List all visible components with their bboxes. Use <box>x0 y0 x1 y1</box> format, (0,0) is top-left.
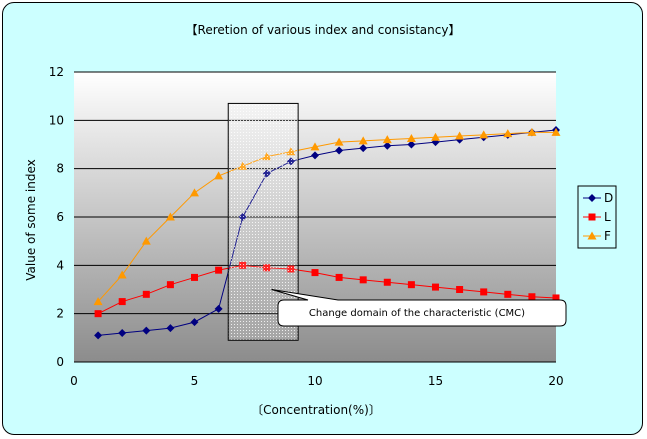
data-point-F <box>165 212 175 221</box>
y-tick-label: 6 <box>56 210 64 224</box>
y-axis-label: Value of some index <box>24 159 38 280</box>
data-point-L <box>94 310 102 318</box>
callout-text: Change domain of the characteristic (CMC… <box>309 308 525 319</box>
data-point-F <box>551 127 561 136</box>
data-point-D <box>166 324 175 333</box>
data-point-D <box>335 146 344 155</box>
data-point-L <box>383 278 391 286</box>
data-point-L <box>480 288 488 296</box>
data-point-F <box>310 142 320 151</box>
data-point-D <box>94 331 103 340</box>
y-tick-label: 12 <box>49 65 64 79</box>
data-point-L <box>311 269 319 277</box>
callout-bubble <box>271 289 567 327</box>
data-point-F <box>527 127 537 136</box>
data-point-F <box>479 130 489 139</box>
x-axis-ticks: 0 5 10 15 20 <box>70 374 563 388</box>
data-point-L <box>432 283 439 291</box>
data-point-L <box>191 273 198 281</box>
data-point-F <box>406 133 416 142</box>
data-point-F <box>334 137 344 146</box>
x-tick-label: 15 <box>428 374 443 388</box>
series-line-L <box>97 264 557 315</box>
y-tick-label: 4 <box>56 258 64 272</box>
data-point-D <box>359 144 368 153</box>
data-point-L <box>407 281 415 289</box>
data-point-F <box>93 297 103 306</box>
y-tick-label: 2 <box>56 307 64 321</box>
legend: DLF <box>577 185 617 249</box>
data-point-F <box>358 136 368 145</box>
data-point-D <box>190 318 199 327</box>
y-tick-label: 8 <box>56 162 64 176</box>
chart-svg: 【Reretion of various index and consistan… <box>24 23 617 417</box>
x-tick-label: 10 <box>307 374 322 388</box>
x-axis-label: 〔Concentration(%)〕 <box>251 403 381 417</box>
data-point-F <box>190 188 199 197</box>
data-point-D <box>407 140 416 149</box>
data-point-L <box>528 293 536 301</box>
data-point-F <box>455 131 465 140</box>
data-point-F <box>431 132 440 141</box>
gridlines <box>74 71 556 363</box>
data-point-L <box>215 266 223 274</box>
x-tick-label: 0 <box>70 374 78 388</box>
chart-title: 【Reretion of various index and consistan… <box>186 23 461 37</box>
y-tick-label: 10 <box>49 113 64 127</box>
data-point-F <box>214 171 224 180</box>
y-axis-ticks: 0 2 4 6 8 10 12 <box>49 65 64 369</box>
x-tick-label: 20 <box>548 374 563 388</box>
data-point-L <box>504 290 512 298</box>
data-point-F <box>382 135 392 144</box>
data-point-F <box>117 270 127 279</box>
data-point-D <box>311 151 319 160</box>
data-point-L <box>142 290 150 298</box>
y-tick-label: 0 <box>56 355 64 369</box>
legend-marker-L <box>588 213 596 221</box>
data-point-L <box>359 276 367 284</box>
data-point-L <box>552 294 560 302</box>
data-point-D <box>142 326 151 335</box>
data-point-L <box>118 298 126 306</box>
data-point-D <box>383 141 392 150</box>
cmc-callout: Change domain of the characteristic (CMC… <box>271 289 567 327</box>
data-point-L <box>335 273 343 281</box>
data-point-F <box>141 236 151 245</box>
legend-label-F: F <box>604 229 611 243</box>
data-point-D <box>118 329 127 337</box>
legend-marker-D <box>588 194 596 202</box>
data-point-D <box>214 304 223 313</box>
legend-marker-F <box>587 231 597 240</box>
data-point-L <box>166 281 174 289</box>
x-tick-label: 5 <box>191 374 199 388</box>
data-point-L <box>456 286 464 293</box>
data-point-F <box>503 129 513 138</box>
legend-label-D: D <box>604 191 613 205</box>
chart-frame: 【Reretion of various index and consistan… <box>2 2 643 435</box>
series-line-F <box>97 131 556 302</box>
legend-label-L: L <box>604 210 611 224</box>
